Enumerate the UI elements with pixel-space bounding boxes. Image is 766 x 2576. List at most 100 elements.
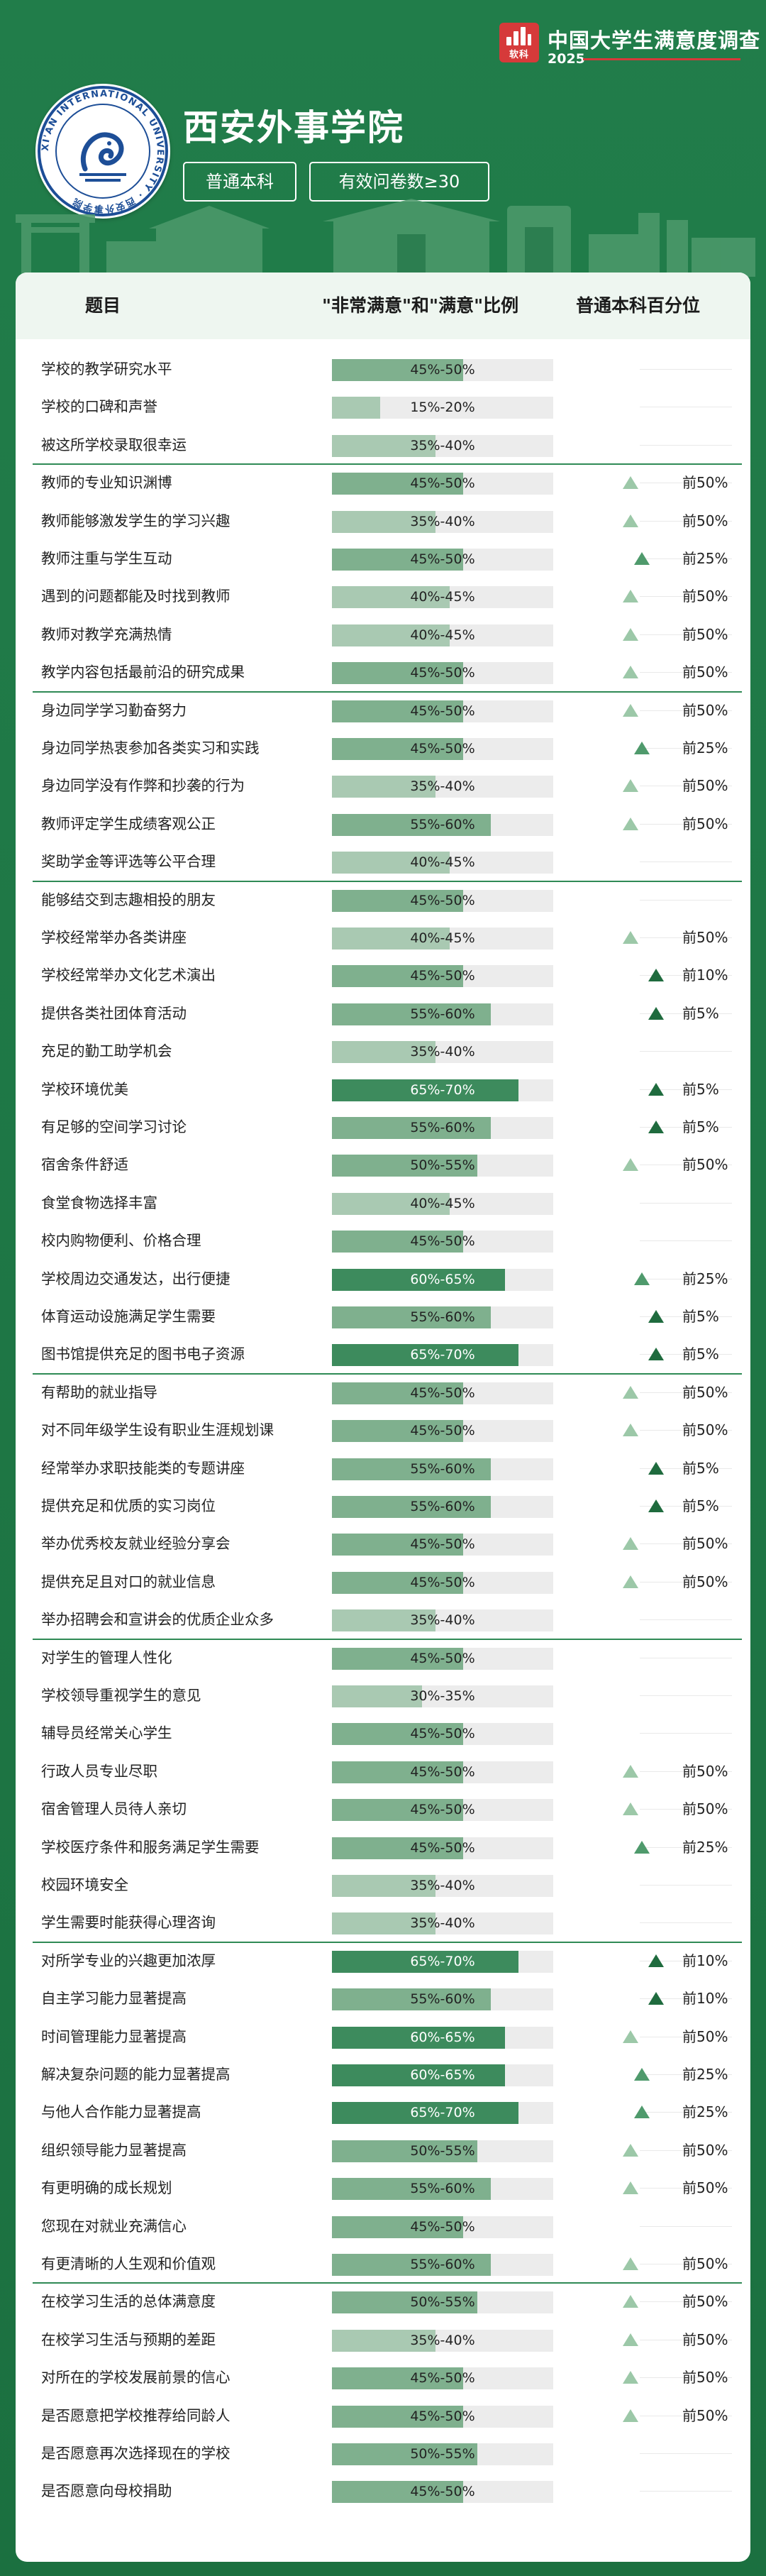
percentile-rank: 前10% (682, 967, 728, 984)
ratio-value: 65%-70% (410, 1953, 475, 1969)
percentile-rank: 前50% (682, 815, 728, 832)
ratio-bar-track (332, 700, 553, 722)
question-label: 教师对教学充满热情 (41, 625, 172, 643)
percentile-triangle-icon (623, 2143, 638, 2157)
ratio-value: 55%-60% (410, 1006, 475, 1022)
ratio-bar-fill (332, 1192, 450, 1215)
percentile-triangle-icon (648, 1310, 664, 1323)
table-row: 有足够的空间学习讨论 55%-60% 前5% (16, 1108, 750, 1146)
ratio-bar-fill (332, 1912, 436, 1935)
percentile-rank: 前25% (682, 1838, 728, 1856)
ratio-bar-track (332, 2026, 553, 2049)
percentile-triangle-icon (634, 552, 650, 565)
question-label: 学校周边交通发达，出行便捷 (41, 1270, 231, 1287)
ratio-bar-fill (332, 2026, 505, 2049)
group-separator (33, 690, 742, 693)
percentile-triangle-icon (623, 1424, 638, 1437)
ratio-value: 55%-60% (410, 2181, 475, 2197)
ratio-bar-track (332, 1912, 553, 1935)
percentile-gridline (640, 937, 732, 938)
percentile-gridline (640, 1733, 732, 1734)
question-label: 被这所学校录取很幸运 (41, 436, 187, 453)
brand-header: 软科 中国大学生满意度调查 2025 (499, 23, 760, 68)
table-row: 教学内容包括最前沿的研究成果 45%-50% 前50% (16, 654, 750, 691)
ratio-value: 50%-55% (410, 2446, 475, 2462)
percentile-triangle-icon (648, 1992, 664, 2005)
table-row: 学校领导重视学生的意见 30%-35% (16, 1677, 750, 1714)
ratio-value: 40%-45% (410, 854, 475, 871)
ratio-value: 65%-70% (410, 2105, 475, 2121)
percentile-triangle-icon (623, 514, 638, 527)
ratio-bar-track (332, 1837, 553, 1859)
percentile-gridline (640, 2225, 732, 2227)
question-label: 教师注重与学生互动 (41, 550, 172, 567)
ratio-bar-fill (332, 2291, 477, 2314)
question-label: 行政人员专业尽职 (41, 1762, 157, 1780)
ratio-bar-track (332, 1875, 553, 1897)
ratio-bar-fill (332, 928, 450, 950)
question-label: 宿舍条件舒适 (41, 1156, 128, 1174)
question-label: 教师的专业知识渊博 (41, 474, 172, 492)
ratio-value: 45%-50% (410, 1763, 475, 1780)
percentile-rank: 前50% (682, 664, 728, 681)
question-label: 学校领导重视学生的意见 (41, 1687, 201, 1704)
percentile-triangle-icon (623, 476, 638, 490)
ratio-bar-fill (332, 1382, 464, 1404)
sample-size-tag: 有效问卷数≥30 (309, 162, 489, 202)
ratio-bar-track (332, 813, 553, 836)
ratio-bar-track (332, 549, 553, 571)
ratio-bar-fill (332, 1458, 492, 1480)
ratio-bar-track (332, 1231, 553, 1253)
school-seal-logo: XI'AN INTERNATIONAL UNIVERSITY · 西安外事学院 (35, 84, 170, 219)
percentile-gridline (640, 2491, 732, 2492)
ratio-value: 45%-50% (410, 1423, 475, 1439)
percentile-gridline (640, 1392, 732, 1393)
ratio-bar-fill (332, 2367, 464, 2390)
percentile-triangle-icon (634, 1840, 650, 1854)
percentile-rank: 前50% (682, 701, 728, 719)
ratio-bar-fill (332, 1988, 492, 2011)
table-row: 教师的专业知识渊博 45%-50% 前50% (16, 464, 750, 502)
percentile-triangle-icon (623, 1802, 638, 1816)
ratio-bar-fill (332, 1534, 464, 1556)
question-label: 举办优秀校友就业经验分享会 (41, 1535, 231, 1553)
ratio-bar-track (332, 2443, 553, 2465)
ratio-bar-track (332, 1079, 553, 1101)
ratio-bar-track (332, 510, 553, 533)
brand-underline (583, 58, 740, 60)
ratio-bar-fill (332, 852, 450, 874)
ratio-bar-fill (332, 510, 436, 533)
question-label: 对所学专业的兴趣更加浓厚 (41, 1952, 216, 1969)
percentile-triangle-icon (648, 969, 664, 982)
percentile-rank: 前25% (682, 739, 728, 756)
question-label: 学校环境优美 (41, 1080, 128, 1098)
ratio-value: 45%-50% (410, 892, 475, 908)
percentile-rank: 前50% (682, 2369, 728, 2387)
ratio-value: 55%-60% (410, 2257, 475, 2272)
question-label: 教师评定学生成绩客观公正 (41, 815, 216, 832)
ratio-bar-track (332, 1647, 553, 1670)
percentile-gridline (640, 2112, 732, 2113)
ratio-value: 45%-50% (410, 1802, 475, 1818)
question-label: 时间管理能力显著提高 (41, 2027, 187, 2045)
table-row: 提供充足且对口的就业信息 45%-50% 前50% (16, 1563, 750, 1601)
percentile-triangle-icon (623, 627, 638, 641)
percentile-gridline (640, 1354, 732, 1355)
table-row: 是否愿意把学校推荐给同龄人 45%-50% 前50% (16, 2397, 750, 2435)
column-header-ratio: "非常满意"和"满意"比例 (322, 295, 519, 316)
ratio-value: 45%-50% (410, 2484, 475, 2500)
bar-chart-icon (506, 27, 532, 45)
ratio-bar-fill (332, 700, 464, 722)
question-label: 校内购物便利、价格合理 (41, 1232, 201, 1250)
percentile-triangle-icon (634, 2068, 650, 2081)
percentile-rank: 前50% (682, 2141, 728, 2159)
ratio-bar-fill (332, 549, 464, 571)
percentile-triangle-icon (623, 1764, 638, 1778)
table-row: 对所在的学校发展前景的信心 45%-50% 前50% (16, 2359, 750, 2396)
percentile-rank: 前5% (682, 1004, 719, 1022)
table-row: 被这所学校录取很幸运 35%-40% (16, 426, 750, 464)
ratio-bar-fill (332, 1761, 464, 1783)
ratio-value: 45%-50% (410, 2408, 475, 2424)
percentile-triangle-icon (623, 2409, 638, 2422)
